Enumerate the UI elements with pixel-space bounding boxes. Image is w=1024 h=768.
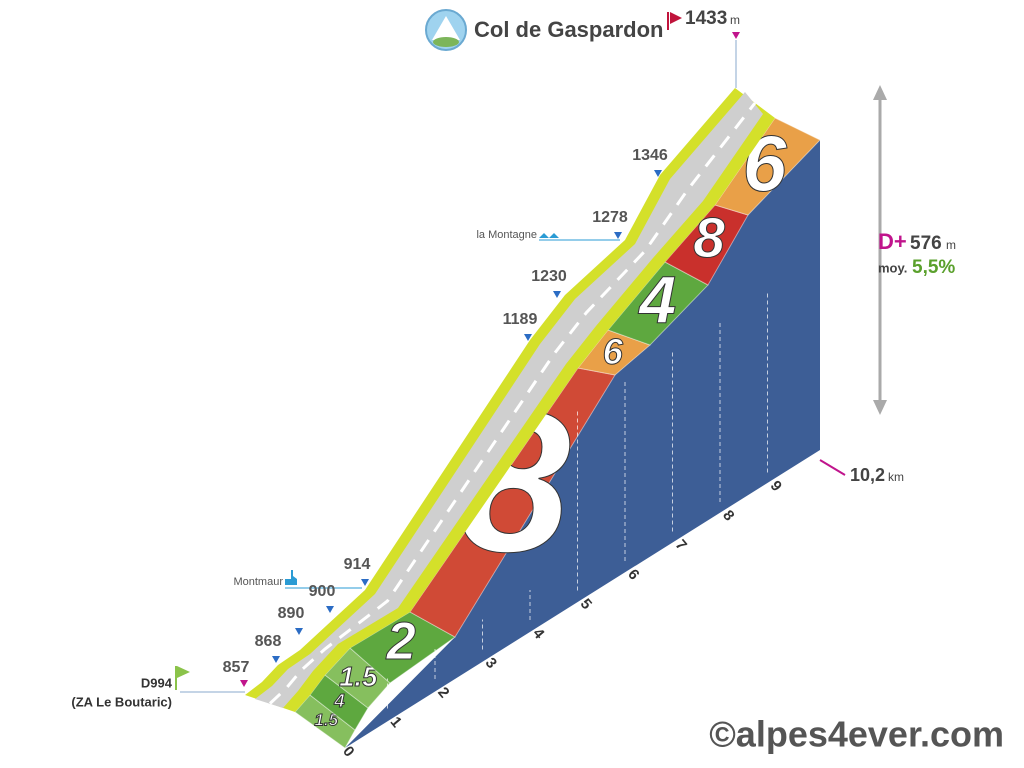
marker: [732, 32, 740, 39]
gradient-label: 8: [693, 207, 725, 270]
altitude-marker: [654, 170, 662, 177]
arrow-head: [873, 85, 887, 100]
altitude-marker: [361, 579, 369, 586]
distance-unit: km: [888, 470, 904, 484]
altitude-marker: [326, 606, 334, 613]
avg-value: 5,5%: [912, 257, 955, 278]
road: [255, 92, 763, 708]
avg-label: moy.: [878, 260, 907, 275]
gain-unit: m: [946, 238, 956, 252]
start-flag: [177, 666, 190, 678]
altitude-label: 1278: [592, 209, 628, 226]
distance-tick: [819, 459, 846, 476]
gain-label: D+: [878, 229, 907, 254]
altitude-label: 1346: [632, 147, 668, 164]
arrow-head: [873, 400, 887, 415]
side-wall: [345, 140, 820, 748]
gradient-label: 6: [603, 331, 624, 372]
start-road: D994: [141, 675, 173, 690]
altitude-label: 900: [309, 583, 336, 600]
place-label: Montmaur: [233, 576, 283, 588]
summit-flag: [670, 12, 682, 24]
place-label: la Montagne: [476, 229, 537, 241]
church-icon: [285, 570, 297, 585]
altitude-label: 868: [255, 633, 282, 650]
start-altitude: 857: [223, 659, 250, 676]
road-line: [268, 102, 757, 705]
house-icon: [539, 233, 559, 238]
altitude-label: 914: [344, 556, 371, 573]
summit-altitude: 1433: [685, 8, 727, 29]
summit-icon-grass: [433, 37, 459, 47]
altitude-marker: [614, 232, 622, 239]
altitude-marker: [272, 656, 280, 663]
altitude-label: 890: [278, 605, 305, 622]
credit: ©alpes4ever.com: [709, 714, 1004, 755]
start-place: (ZA Le Boutaric): [71, 694, 172, 709]
summit-name: Col de Gaspardon: [474, 17, 663, 42]
distance-value: 10,2: [850, 465, 885, 485]
gradient-label: 1.5: [314, 711, 338, 730]
altitude-label: 1230: [531, 268, 567, 285]
gradient-label: 1.5: [339, 661, 378, 692]
gain-value: 576: [910, 233, 942, 254]
gradient-label: 4: [333, 690, 345, 711]
altitude-label: 1189: [503, 311, 538, 328]
altitude-marker: [553, 291, 561, 298]
summit-unit: m: [730, 13, 740, 27]
altitude-marker: [524, 334, 532, 341]
marker: [240, 680, 248, 687]
summit-icon-peak: [432, 16, 460, 40]
altitude-marker: [295, 628, 303, 635]
